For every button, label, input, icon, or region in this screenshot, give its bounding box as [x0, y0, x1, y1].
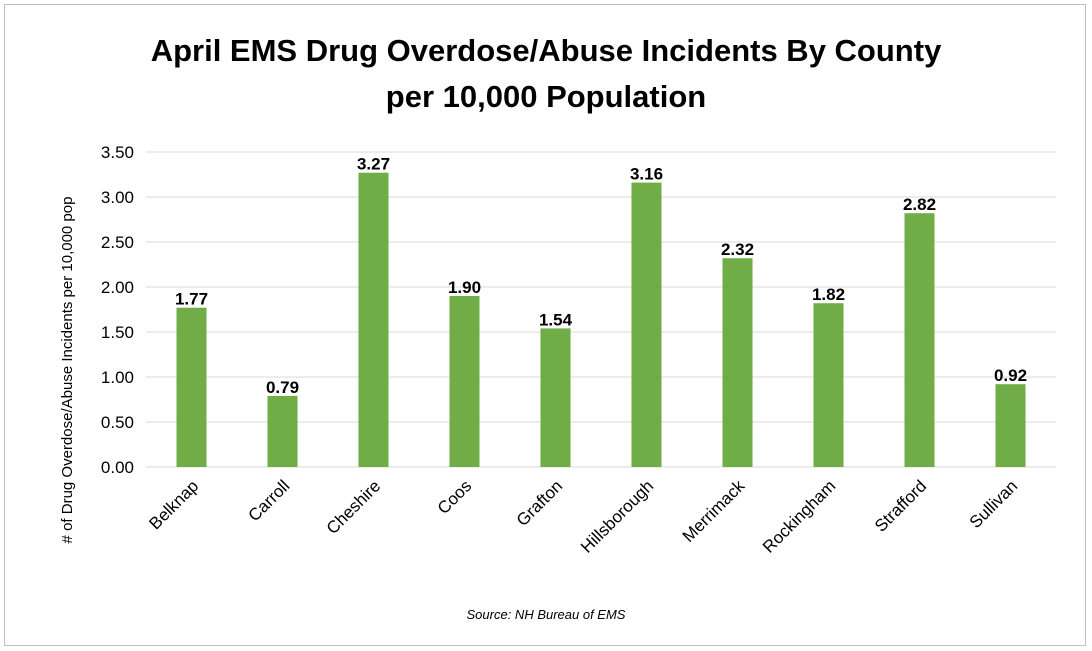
y-tick-label: 3.00: [101, 188, 134, 207]
bar-sullivan: [995, 384, 1026, 467]
data-label: 3.16: [630, 165, 663, 184]
gridlines: [146, 151, 1056, 468]
data-label: 0.92: [994, 366, 1027, 385]
data-label: 1.77: [175, 290, 208, 309]
y-tick-label: 3.50: [101, 143, 134, 162]
bar-hillsborough: [631, 182, 662, 467]
bar-coos: [449, 296, 480, 467]
chart-title: April EMS Drug Overdose/Abuse Incidents …: [0, 28, 1092, 120]
x-tick-label: Coos: [434, 476, 475, 517]
y-tick-label: 0.00: [101, 458, 134, 477]
x-tick-label: Strafford: [871, 476, 930, 535]
bar-merrimack: [722, 258, 753, 467]
x-tick-label: Hillsborough: [577, 476, 657, 556]
data-label: 1.54: [539, 310, 573, 329]
y-tick-label: 0.50: [101, 413, 134, 432]
y-axis-ticks: 0.00 0.50 1.00 1.50 2.00 2.50 3.00 3.50: [101, 143, 134, 477]
x-tick-label: Rockingham: [759, 476, 839, 556]
bars: [176, 172, 1026, 467]
x-axis-ticks: Belknap Carroll Cheshire Coos Grafton Hillsbo…: [145, 476, 1021, 557]
data-label: 1.90: [448, 278, 481, 297]
y-tick-label: 2.50: [101, 233, 134, 252]
chart-title-line-1: April EMS Drug Overdose/Abuse Incidents …: [150, 33, 942, 68]
chart-title-line-2: per 10,000 Population: [385, 79, 707, 114]
source-note: Source: NH Bureau of EMS: [466, 607, 626, 622]
bar-grafton: [540, 328, 571, 467]
data-label: 3.27: [357, 155, 390, 174]
bar-strafford: [904, 213, 935, 467]
x-tick-label: Sullivan: [966, 476, 1022, 532]
data-label: 2.82: [903, 195, 936, 214]
y-tick-label: 2.00: [101, 278, 134, 297]
data-label: 2.32: [721, 240, 754, 259]
x-tick-label: Grafton: [513, 476, 567, 530]
x-tick-label: Carroll: [244, 476, 293, 525]
data-label: 0.79: [266, 378, 299, 397]
data-labels: 1.77 0.79 3.27 1.90 1.54 3.16 2.32 1.82 2.82 0.92: [175, 155, 1027, 397]
bar-cheshire: [358, 172, 389, 467]
bar-belknap: [176, 307, 207, 467]
y-axis-title: # of Drug Overdose/Abuse Incidents per 1…: [59, 197, 76, 544]
data-label: 1.82: [812, 285, 845, 304]
x-tick-label: Cheshire: [323, 476, 385, 538]
bar-rockingham: [813, 303, 844, 467]
x-tick-label: Belknap: [145, 476, 202, 533]
y-tick-label: 1.50: [101, 323, 134, 342]
x-tick-label: Merrimack: [679, 476, 749, 546]
bar-carroll: [267, 395, 298, 467]
y-tick-label: 1.00: [101, 368, 134, 387]
